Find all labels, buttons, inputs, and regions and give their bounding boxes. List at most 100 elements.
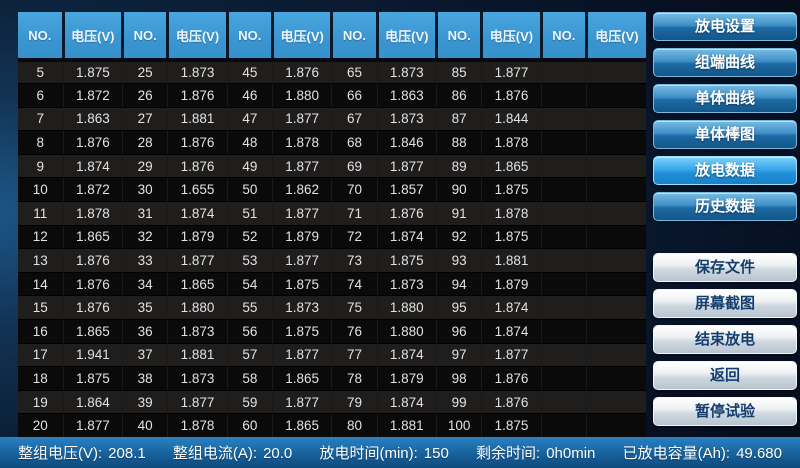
cell-voltage [586,319,646,344]
cell-voltage [586,201,646,226]
col-header-no: NO. [541,12,588,60]
cell-voltage: 1.878 [167,413,228,438]
nav-button-history-data[interactable]: 历史数据 [653,192,797,221]
nav-button-discharge-data[interactable]: 放电数据 [653,156,797,185]
col-header-voltage: 电压(V) [63,12,125,60]
cell-no [541,413,587,438]
cell-no: 13 [18,248,64,273]
table-row: 7 1.863 27 1.881 47 1.877 67 1.873 87 1.844 [18,107,646,132]
table-row: 6 1.872 26 1.876 46 1.880 66 1.863 86 1.876 [18,83,646,108]
cell-no: 53 [227,248,273,273]
cell-no: 7 [18,107,64,132]
cell-no: 26 [122,83,169,108]
cell-voltage: 1.874 [481,319,542,344]
cell-voltage: 1.844 [481,107,542,132]
action-button-pause-test[interactable]: 暂停试验 [653,397,797,426]
cell-voltage: 1.874 [377,343,438,368]
action-button-screenshot[interactable]: 屏幕截图 [653,289,797,318]
cell-voltage: 1.877 [481,60,542,85]
cell-voltage: 1.865 [481,154,542,179]
cell-voltage: 1.864 [63,390,124,415]
nav-button-group-curve[interactable]: 组端曲线 [653,48,797,77]
button-group-spacer [653,228,797,253]
cell-no: 27 [122,107,169,132]
action-button-save-file[interactable]: 保存文件 [653,253,797,282]
cell-no: 54 [227,272,273,297]
cell-no: 15 [18,295,64,321]
cell-voltage: 1.881 [377,413,438,438]
action-button-end-discharge[interactable]: 结束放电 [653,325,797,354]
status-value: 20.0 [263,445,293,462]
table-row: 10 1.872 30 1.655 50 1.862 70 1.857 90 1.875 [18,177,646,203]
cell-voltage [586,248,646,273]
cell-voltage: 1.863 [377,83,438,108]
cell-no: 55 [227,295,273,321]
cell-voltage [586,83,646,108]
col-header-voltage: 电压(V) [481,12,543,60]
col-header-voltage: 电压(V) [377,12,439,60]
cell-no: 88 [436,130,483,155]
status-field-pack-voltage: 整组电压(V): 208.1 [18,442,146,463]
table-row: 17 1.941 37 1.881 57 1.877 77 1.874 97 1.877 [18,343,646,368]
status-bar: 整组电压(V): 208.1 整组电流(A): 20.0 放电时间(min): 150 剩余… [0,437,800,468]
action-button-back[interactable]: 返回 [653,361,797,390]
cell-no [541,343,587,368]
cell-no: 91 [436,201,483,226]
cell-voltage: 1.881 [167,107,228,132]
status-value: 49.680 [736,445,782,462]
cell-no: 33 [122,248,169,273]
status-value: 0h0min [546,445,596,462]
table-header: NO. 电压(V) NO. 电压(V) NO. 电压(V) NO. 电压(V) NO. 电压(V)… [18,12,646,60]
cell-voltage [586,154,646,179]
cell-voltage: 1.873 [167,60,228,85]
cell-no [541,295,587,321]
status-value: 208.1 [108,445,146,462]
col-header-no: NO. [227,12,274,60]
cell-voltage: 1.879 [272,225,333,250]
nav-button-discharge-settings[interactable]: 放电设置 [653,12,797,41]
cell-voltage [586,343,646,368]
cell-no [541,225,587,250]
cell-no: 93 [436,248,483,273]
cell-no [541,177,587,203]
cell-voltage: 1.873 [377,272,438,297]
cell-voltage: 1.876 [167,154,228,179]
cell-no: 46 [227,83,273,108]
table-row: 11 1.878 31 1.874 51 1.877 71 1.876 91 1.878 [18,201,646,226]
cell-no: 100 [436,413,483,438]
nav-button-cell-bar-chart[interactable]: 单体棒图 [653,120,797,149]
nav-button-cell-curve[interactable]: 单体曲线 [653,84,797,113]
cell-no: 8 [18,130,64,155]
cell-voltage: 1.876 [63,272,124,297]
cell-voltage: 1.876 [167,83,228,108]
cell-voltage: 1.876 [481,83,542,108]
table-row: 13 1.876 33 1.877 53 1.877 73 1.875 93 1.881 [18,248,646,273]
table-row: 5 1.875 25 1.873 45 1.876 65 1.873 85 1.877 [18,60,646,85]
cell-no [541,272,587,297]
cell-voltage: 1.863 [63,107,124,132]
col-header-no: NO. [331,12,379,60]
cell-no [541,390,587,415]
cell-no: 30 [122,177,169,203]
cell-voltage [586,225,646,250]
cell-no: 36 [122,319,169,344]
cell-voltage: 1.877 [481,343,542,368]
cell-no: 97 [436,343,483,368]
cell-no: 58 [227,366,273,391]
cell-no: 57 [227,343,273,368]
cell-voltage: 1.880 [377,295,438,321]
cell-voltage: 1.875 [481,225,542,250]
cell-no: 85 [436,60,483,85]
cell-no: 40 [122,413,169,438]
table-header-row: NO. 电压(V) NO. 电压(V) NO. 电压(V) NO. 电压(V) NO. 电压(V)… [18,12,646,60]
cell-voltage: 1.876 [481,390,542,415]
cell-no [541,248,587,273]
cell-voltage: 1.876 [377,201,438,226]
cell-no: 35 [122,295,169,321]
cell-voltage: 1.881 [167,343,228,368]
cell-voltage: 1.877 [272,107,333,132]
status-label: 剩余时间: [476,445,541,462]
cell-no: 34 [122,272,169,297]
cell-no: 68 [331,130,378,155]
cell-no: 6 [18,83,64,108]
